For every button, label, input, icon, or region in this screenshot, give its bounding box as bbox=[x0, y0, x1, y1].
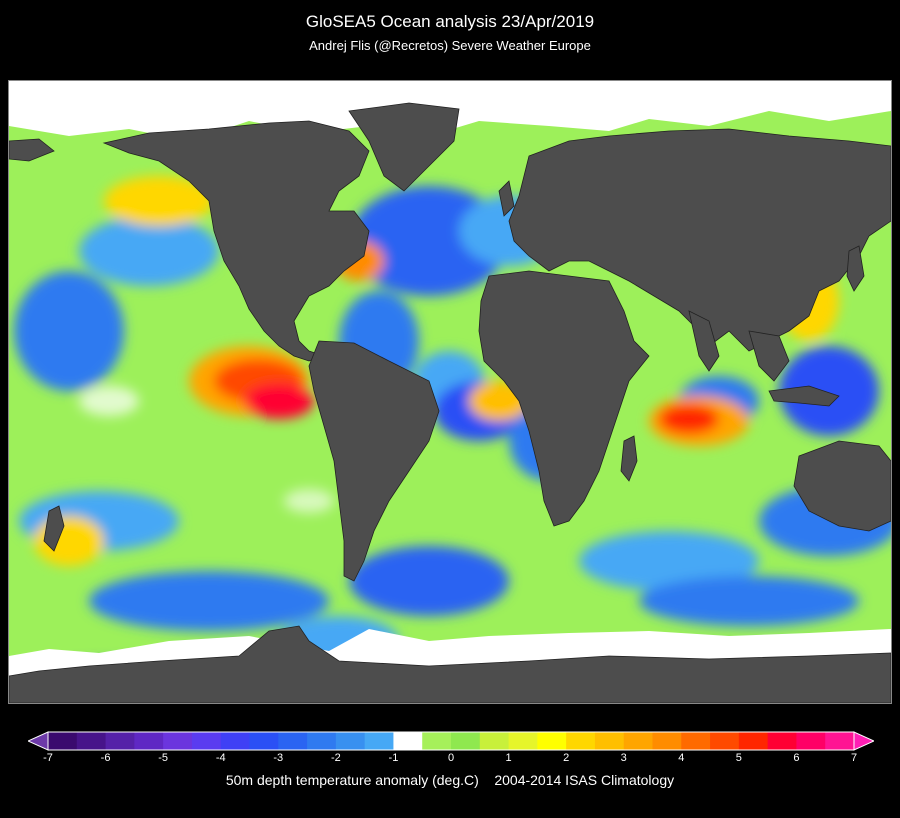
colorbar-caption-right: 2004-2014 ISAS Climatology bbox=[494, 772, 675, 788]
colorbar-caption: 50m depth temperature anomaly (deg.C) 20… bbox=[0, 772, 900, 788]
colorbar-swatch bbox=[566, 732, 596, 750]
colorbar-swatch bbox=[249, 732, 279, 750]
colorbar-tick-label: 3 bbox=[620, 752, 627, 764]
colorbar-swatch bbox=[825, 732, 855, 750]
colorbar-swatch bbox=[479, 732, 510, 750]
colorbar-swatch bbox=[163, 732, 193, 750]
colorbar-swatch bbox=[48, 732, 78, 750]
colorbar-swatch bbox=[364, 732, 394, 750]
colorbar-caption-left: 50m depth temperature anomaly (deg.C) bbox=[225, 772, 479, 788]
new-zealand-landmass bbox=[43, 505, 65, 552]
colorbar-swatch bbox=[623, 732, 653, 750]
colorbar-swatch bbox=[508, 732, 538, 750]
colorbar-swatch bbox=[76, 732, 107, 750]
colorbar-tick-label: -2 bbox=[330, 752, 341, 764]
colorbar-swatch bbox=[307, 732, 337, 750]
south-asia-landmass bbox=[688, 310, 720, 372]
colorbar-swatch bbox=[537, 732, 567, 750]
colorbar-tick-label: 2 bbox=[563, 752, 570, 764]
colorbar-tick-label: -3 bbox=[273, 752, 284, 764]
colorbar-tick-label: -4 bbox=[215, 752, 226, 764]
colorbar-swatch bbox=[105, 732, 135, 750]
colorbar-swatch bbox=[451, 732, 481, 750]
colorbar-swatch bbox=[134, 732, 164, 750]
madagascar-landmass bbox=[620, 435, 638, 482]
japan-landmass bbox=[846, 245, 865, 292]
antarctica-landmass bbox=[9, 625, 891, 703]
colorbar-tick-label: 4 bbox=[678, 752, 685, 764]
colorbar-swatch bbox=[278, 732, 308, 750]
ocean-anomaly-map bbox=[8, 80, 892, 704]
australia-landmass bbox=[793, 440, 891, 532]
africa-landmass bbox=[478, 270, 650, 527]
page-subtitle: Andrej Flis (@Recretos) Severe Weather E… bbox=[309, 38, 591, 53]
greenland-landmass bbox=[348, 102, 460, 192]
colorbar-tick-label: 1 bbox=[505, 752, 512, 764]
colorbar-tick-label: -6 bbox=[100, 752, 111, 764]
map-canvas bbox=[9, 81, 891, 703]
colorbar-swatch bbox=[710, 732, 740, 750]
colorbar-tick-label: 0 bbox=[447, 752, 455, 764]
chukotka-landmass bbox=[9, 138, 55, 162]
indonesia-islands bbox=[768, 385, 840, 407]
eurasia-landmass bbox=[508, 128, 891, 352]
colorbar-swatch bbox=[335, 732, 366, 750]
colorbar-under-arrow bbox=[28, 731, 49, 751]
colorbar-swatch bbox=[652, 732, 682, 750]
colorbar-swatch bbox=[422, 732, 452, 750]
colorbar-tick-label: -1 bbox=[388, 752, 399, 764]
colorbar-ticks: -7 -6 -5 -4 -3 -2 -1 0 1 2 3 4 5 6 7 bbox=[0, 752, 900, 768]
colorbar-tick-label: 7 bbox=[850, 752, 858, 764]
british-isles-landmass bbox=[498, 180, 515, 217]
colorbar-swatch bbox=[393, 732, 423, 750]
colorbar-swatch bbox=[191, 732, 222, 750]
colorbar-tick-label: -7 bbox=[43, 752, 53, 764]
southeast-asia-landmass bbox=[748, 330, 790, 382]
land-masses bbox=[9, 102, 891, 703]
colorbar-tick-label: 6 bbox=[793, 752, 800, 764]
north-america-landmass bbox=[102, 120, 370, 362]
colorbar bbox=[28, 731, 874, 751]
colorbar-swatch bbox=[796, 732, 826, 750]
colorbar-swatch bbox=[220, 732, 250, 750]
colorbar-tick-label: 5 bbox=[735, 752, 742, 764]
south-america-landmass bbox=[308, 340, 440, 582]
colorbar-swatch bbox=[594, 732, 625, 750]
colorbar-swatch bbox=[681, 732, 711, 750]
page-title: GloSEA5 Ocean analysis 23/Apr/2019 bbox=[305, 12, 595, 31]
colorbar-swatch bbox=[738, 732, 769, 750]
colorbar-swatch bbox=[767, 732, 797, 750]
colorbar-tick-label: -5 bbox=[158, 752, 169, 764]
colorbar-over-arrow bbox=[853, 731, 874, 751]
